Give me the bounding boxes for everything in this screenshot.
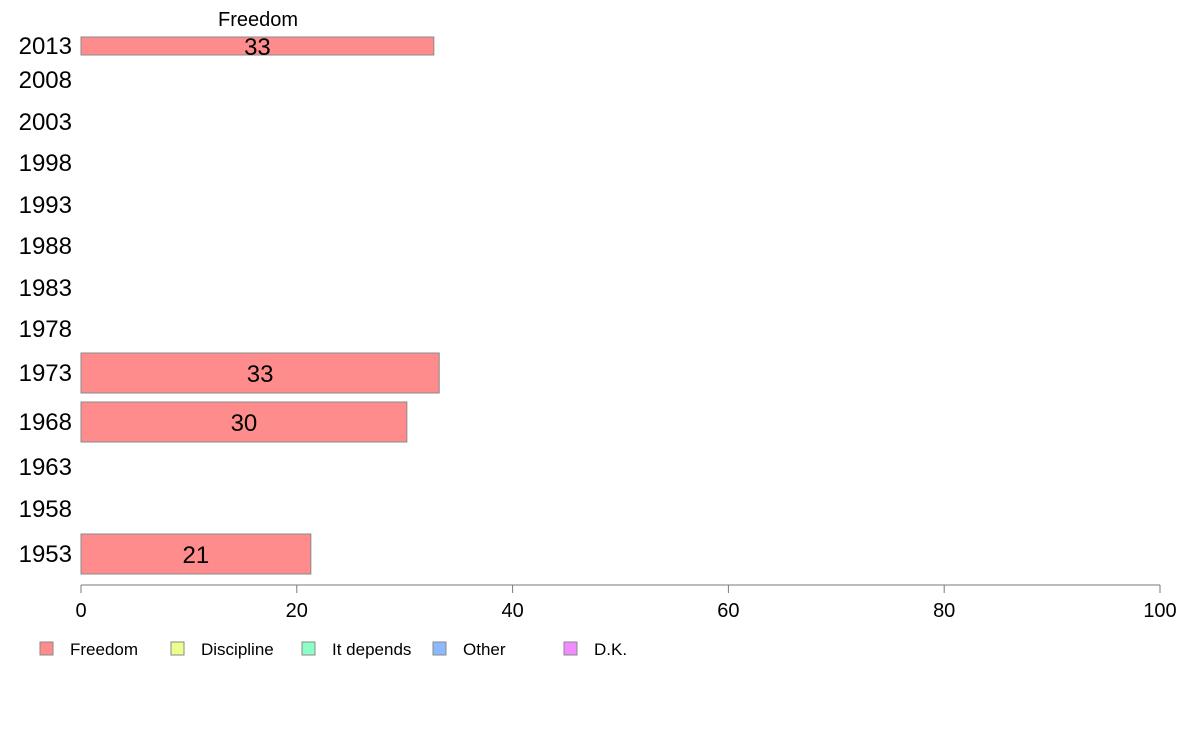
y-label-1993: 1993 <box>19 192 72 219</box>
data-label-1973: 33 <box>247 361 274 388</box>
legend-swatch <box>170 641 185 656</box>
legend: Freedom Discipline It depends Other D.K. <box>39 640 627 659</box>
x-tick-label-0: 0 <box>75 600 86 622</box>
legend-item-freedom: Freedom <box>39 640 138 659</box>
legend-label: Discipline <box>201 640 274 659</box>
y-label-1978: 1978 <box>19 316 72 343</box>
y-label-2003: 2003 <box>19 109 72 136</box>
y-label-1983: 1983 <box>19 275 72 302</box>
column-header: Freedom <box>218 9 298 31</box>
x-tick-label-100: 100 <box>1143 600 1176 622</box>
data-label-1953: 21 <box>183 542 210 569</box>
legend-label: D.K. <box>594 640 627 659</box>
legend-item-it-depends: It depends <box>301 640 411 659</box>
data-labels: 33 33 30 21 <box>183 34 274 569</box>
bars <box>80 36 440 575</box>
bar-1973 <box>80 352 440 394</box>
y-label-1953: 1953 <box>19 541 72 568</box>
data-label-2013: 33 <box>244 34 271 61</box>
y-label-1988: 1988 <box>19 233 72 260</box>
legend-swatch <box>301 641 316 656</box>
legend-item-d-k: D.K. <box>563 640 627 659</box>
bar-1968 <box>80 401 408 443</box>
legend-swatch <box>432 641 447 656</box>
y-axis-labels: 2013 2008 2003 1998 1993 1988 1983 1978 1973 1968… <box>19 33 72 568</box>
x-axis: 0 20 40 60 80 100 <box>75 584 1177 622</box>
y-label-1973: 1973 <box>19 360 72 387</box>
legend-swatch <box>39 641 54 656</box>
legend-label: It depends <box>332 640 411 659</box>
data-label-1968: 30 <box>231 410 258 437</box>
legend-label: Other <box>463 640 506 659</box>
y-label-1963: 1963 <box>19 454 72 481</box>
y-label-1958: 1958 <box>19 496 72 523</box>
legend-item-other: Other <box>432 640 506 659</box>
legend-label: Freedom <box>70 640 138 659</box>
x-tick-label-40: 40 <box>501 600 523 622</box>
y-label-1998: 1998 <box>19 150 72 177</box>
x-tick-label-60: 60 <box>717 600 739 622</box>
x-tick-label-80: 80 <box>933 600 955 622</box>
x-tick-label-20: 20 <box>286 600 308 622</box>
y-label-1968: 1968 <box>19 409 72 436</box>
bar-1953 <box>80 533 312 575</box>
y-label-2008: 2008 <box>19 67 72 94</box>
legend-swatch <box>563 641 578 656</box>
y-label-2013: 2013 <box>19 33 72 60</box>
legend-item-discipline: Discipline <box>170 640 274 659</box>
bar-2013 <box>80 36 435 56</box>
